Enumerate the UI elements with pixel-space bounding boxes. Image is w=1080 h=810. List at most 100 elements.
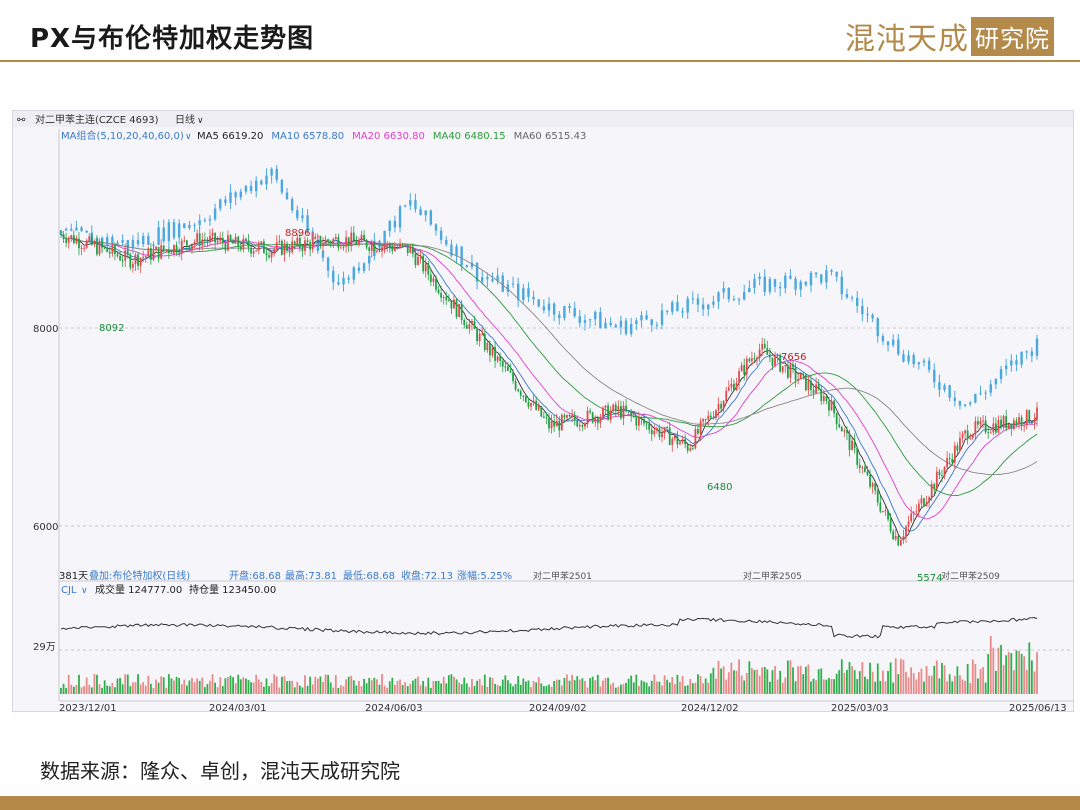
px-candle bbox=[347, 237, 350, 247]
chevron-down-icon[interactable]: ∨ bbox=[81, 586, 88, 596]
link-icon[interactable]: ⚯ bbox=[17, 115, 26, 126]
x-tick-label: 2023/12/01 bbox=[59, 703, 117, 711]
px-candle bbox=[504, 366, 507, 368]
px-candle bbox=[604, 405, 607, 408]
px-candle bbox=[447, 300, 450, 302]
px-candle bbox=[196, 233, 199, 242]
volume-bar bbox=[440, 683, 443, 694]
ma-legend-item: MA5 6619.20 bbox=[197, 131, 263, 142]
px-candle bbox=[563, 415, 566, 418]
volume-bar bbox=[586, 687, 589, 694]
brent-candle bbox=[450, 244, 453, 256]
px-candle bbox=[959, 438, 961, 451]
px-candle bbox=[496, 356, 499, 361]
px-candle bbox=[684, 439, 687, 445]
brent-candle bbox=[558, 314, 561, 319]
px-candle bbox=[923, 498, 925, 506]
volume-bar bbox=[134, 682, 137, 694]
px-candle bbox=[874, 483, 877, 491]
px-candle bbox=[165, 249, 168, 251]
volume-bar bbox=[671, 676, 674, 694]
volume-bar bbox=[137, 674, 139, 694]
volume-bar bbox=[524, 681, 527, 694]
volume-bar bbox=[445, 683, 448, 694]
px-candle bbox=[774, 356, 776, 366]
px-candle bbox=[324, 239, 327, 245]
px-candle bbox=[820, 389, 823, 401]
px-candle bbox=[155, 246, 157, 251]
volume-bar bbox=[938, 678, 941, 694]
volume-bar bbox=[971, 659, 974, 694]
volume-bar bbox=[833, 679, 835, 694]
volume-bar bbox=[232, 677, 234, 694]
px-candle bbox=[902, 536, 905, 541]
volume-bar bbox=[227, 677, 229, 694]
px-candle bbox=[471, 321, 473, 325]
brent-candle bbox=[948, 385, 951, 398]
volume-bar bbox=[941, 662, 943, 694]
volume-bar bbox=[419, 685, 422, 694]
volume-bar bbox=[609, 684, 612, 694]
volume-bar bbox=[622, 683, 625, 694]
volume-indicator-label[interactable]: CJL bbox=[61, 585, 77, 596]
px-candle bbox=[507, 366, 509, 371]
volume-bar bbox=[530, 687, 532, 694]
px-candle bbox=[758, 349, 761, 358]
px-candle bbox=[370, 243, 373, 251]
period-selector[interactable]: 日线 bbox=[175, 113, 195, 126]
px-candle bbox=[263, 241, 265, 254]
px-candle bbox=[740, 365, 743, 372]
brent-candle bbox=[244, 185, 248, 192]
volume-bar bbox=[114, 687, 116, 694]
brent-candle bbox=[326, 257, 330, 271]
volume-bar bbox=[925, 666, 928, 694]
volume-bar bbox=[614, 687, 617, 694]
ma-line bbox=[60, 233, 1038, 520]
y-tick-label: 6000 bbox=[33, 522, 58, 533]
volume-bar bbox=[340, 685, 342, 694]
brent-candle bbox=[845, 294, 849, 298]
px-candle bbox=[424, 263, 427, 272]
brent-candle bbox=[820, 274, 823, 283]
px-candle bbox=[360, 234, 363, 240]
px-candle bbox=[889, 519, 892, 532]
volume-bar bbox=[255, 674, 258, 694]
px-candle bbox=[183, 240, 186, 242]
volume-bar bbox=[311, 684, 314, 694]
px-candle bbox=[1025, 410, 1028, 426]
volume-bar bbox=[286, 681, 288, 694]
volume-bar bbox=[645, 682, 648, 694]
volume-bar bbox=[584, 681, 586, 694]
volume-bar bbox=[350, 675, 353, 694]
chevron-down-icon[interactable]: ∨ bbox=[197, 116, 204, 126]
px-candle bbox=[365, 239, 368, 248]
brent-candle bbox=[691, 298, 695, 300]
volume-bar bbox=[907, 677, 910, 694]
chevron-down-icon[interactable]: ∨ bbox=[185, 132, 192, 142]
ma-group-label[interactable]: MA组合(5,10,20,40,60,0) bbox=[61, 129, 184, 142]
overlay-close: 收盘:72.13 bbox=[401, 569, 453, 582]
brent-candle bbox=[594, 312, 597, 320]
volume-bar bbox=[201, 677, 204, 694]
volume-bar bbox=[697, 674, 699, 694]
px-candle bbox=[85, 240, 88, 248]
brent-candle bbox=[547, 303, 551, 311]
px-candle bbox=[977, 421, 979, 425]
volume-bar bbox=[106, 685, 109, 694]
brent-candle bbox=[578, 316, 582, 323]
px-candle bbox=[655, 428, 658, 431]
px-candle bbox=[114, 245, 116, 255]
brent-candle bbox=[275, 168, 278, 180]
px-candle bbox=[581, 425, 584, 427]
px-candle bbox=[933, 484, 936, 489]
volume-bar bbox=[789, 660, 792, 694]
volume-bar bbox=[825, 679, 828, 694]
px-candle bbox=[630, 411, 633, 416]
brent-candle bbox=[563, 306, 566, 319]
brent-candle bbox=[922, 360, 926, 363]
page-title: PX与布伦特加权走势图 bbox=[30, 24, 315, 54]
brent-candle bbox=[1015, 360, 1018, 365]
symbol-label[interactable]: 对二甲苯主连(CZCE 4693) bbox=[35, 113, 159, 126]
px-candle bbox=[1007, 423, 1010, 429]
px-candle bbox=[419, 255, 422, 257]
